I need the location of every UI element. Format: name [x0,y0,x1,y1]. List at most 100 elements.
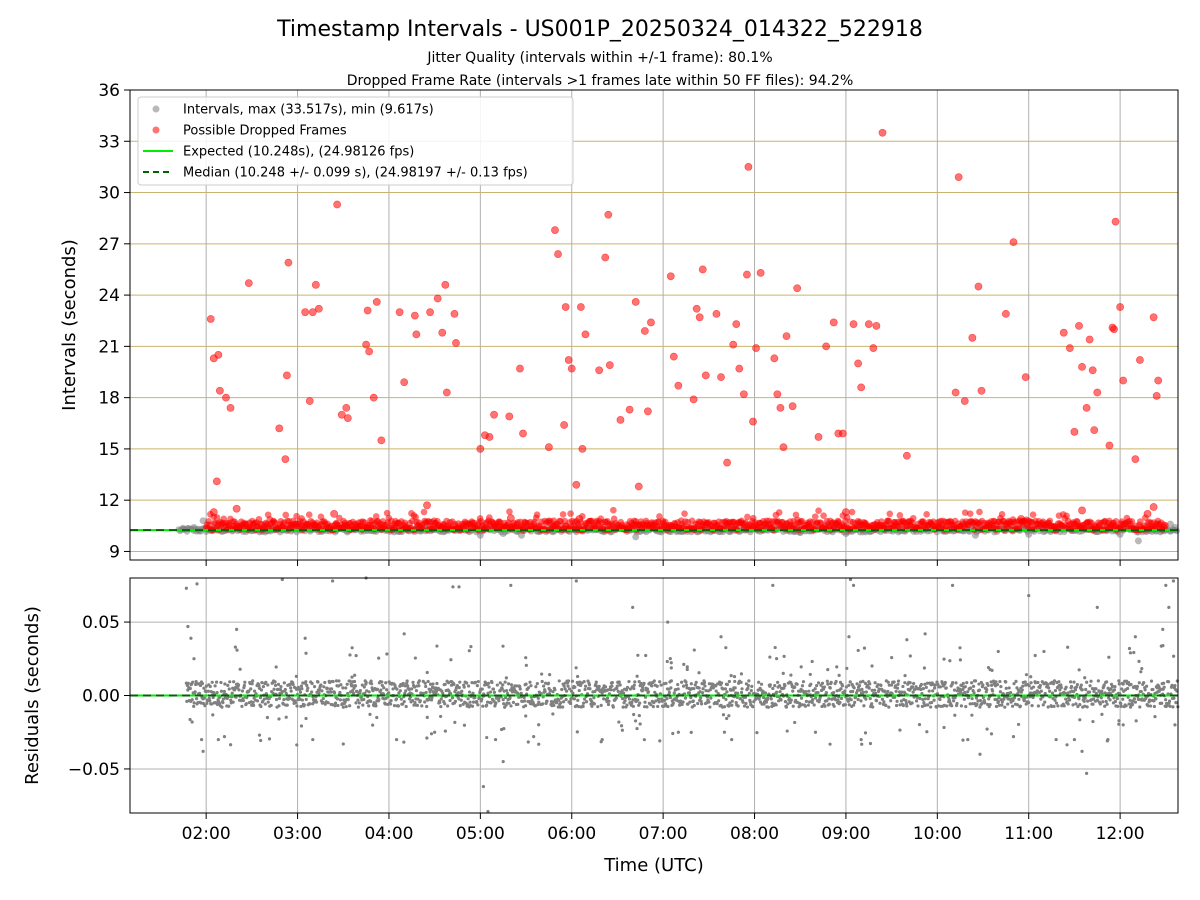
residual-point [646,690,651,694]
dropped-frame-point [433,294,442,303]
dropped-frame-point [744,513,751,521]
residual-point [643,700,647,704]
residual-point [1002,697,1006,701]
residual-point [1094,687,1098,691]
residual-point [625,685,630,690]
residual-point [926,703,930,707]
residual-point [317,688,322,692]
residual-point [1107,655,1111,659]
residual-point [197,691,202,695]
residual-point [321,700,325,704]
residual-point [905,638,909,642]
residual-point [523,699,527,703]
residual-point [883,690,887,694]
residual-point [789,673,793,677]
residual-point [385,688,389,692]
legend-entry: Median (10.248 +/- 0.099 s), (24.98197 +… [183,166,528,181]
interval-point [1134,537,1142,545]
residual-point [480,687,484,691]
residual-point [714,684,718,688]
residual-point [251,700,255,704]
residual-point [597,684,601,688]
residual-point [927,689,931,693]
residual-point [672,691,676,695]
residual-point [1143,688,1147,692]
residual-point [578,680,582,684]
residual-point [905,704,909,708]
dropped-frame-point [554,250,562,258]
residual-point [473,695,477,700]
dropped-frame-point [567,364,576,373]
dropped-frame-point [966,510,974,517]
residual-point [1136,697,1140,701]
residual-point [304,680,308,684]
x-tick-label: 02:00 [182,824,231,844]
residual-point [687,691,692,695]
residual-point [191,680,195,684]
residual-point [681,684,686,688]
residual-point [262,697,266,701]
intervals-y-tick-label: 21 [98,337,120,357]
residual-point [998,690,1002,694]
residual-point [635,674,639,678]
residual-point [425,736,429,740]
dropped-frame-point [1116,303,1125,311]
residual-point [953,713,957,717]
residual-point [890,683,894,687]
residual-point [722,730,727,734]
residuals-y-tick-label: 0.05 [82,613,120,633]
residual-point [766,696,770,700]
residual-point [1047,686,1051,690]
interval-point [517,531,525,539]
residual-point [1031,695,1035,700]
residual-point [220,705,224,709]
residual-point [305,689,309,693]
residual-point [1152,704,1157,709]
residual-point [980,701,984,706]
residual-point [582,680,586,684]
residual-point [1036,680,1040,685]
residual-point [676,682,680,687]
residual-point [587,683,592,687]
residual-point [1159,644,1163,648]
residual-point [728,701,732,705]
residual-point [322,685,326,689]
dropped-frame-point [849,320,858,329]
dropped-frame-point [770,354,779,363]
residual-point [425,704,429,709]
residual-point [829,680,833,684]
residual-point [232,680,236,684]
intervals-axes-frame [129,89,1179,561]
residual-point [651,705,655,709]
residual-point [409,687,414,691]
dropped-frame-point [1017,515,1026,523]
residual-point [844,685,848,689]
residual-point [1078,702,1082,707]
residual-point [1103,691,1107,695]
residual-point [965,681,969,685]
residual-point [427,695,432,700]
residual-point [352,679,357,684]
residual-point [547,692,552,696]
residual-point [1011,735,1016,739]
residual-point [1051,682,1056,686]
dropped-frame-point [848,508,856,516]
residual-point [896,682,900,686]
residual-point [1082,699,1086,703]
residual-point [615,684,619,688]
dropped-frame-point [1001,309,1010,318]
residual-point [707,682,711,686]
residual-point [448,698,452,703]
residual-point [788,700,792,705]
legend-marker [152,126,160,134]
intervals-y-tick-label: 15 [98,440,120,460]
residual-point [228,743,233,747]
residual-point [470,681,474,685]
residual-point [481,784,485,789]
residual-point [621,705,625,709]
residual-point [606,702,611,707]
residual-point [623,695,628,700]
residual-point [847,635,851,639]
residual-point [989,732,994,736]
residual-point [423,681,427,685]
